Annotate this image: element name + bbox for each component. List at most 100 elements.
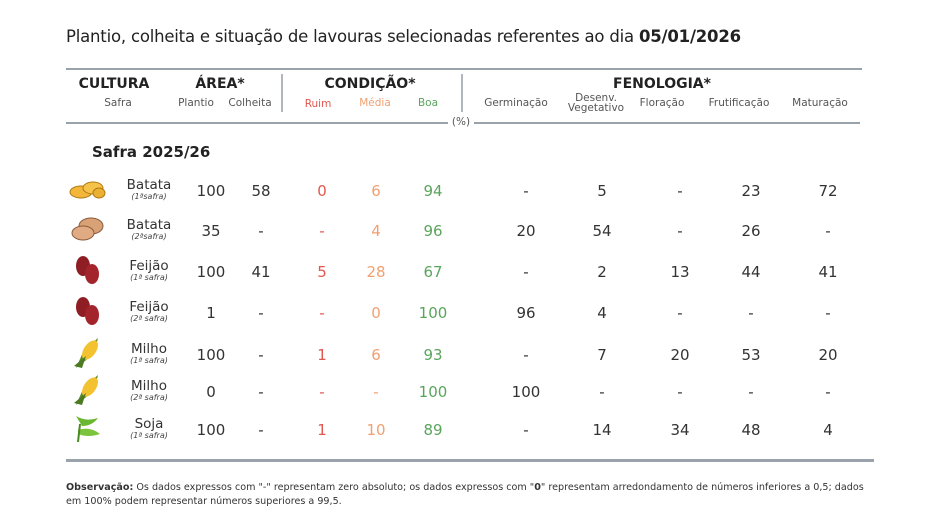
header-ruim: Ruim (304, 98, 332, 110)
header-divider-left (66, 122, 448, 124)
cell-media: - (373, 383, 379, 401)
cell-media: 10 (366, 421, 386, 439)
cell-ruim: - (319, 304, 325, 322)
cell-frutificacao: - (748, 383, 754, 401)
header-divider-right (474, 122, 860, 124)
cell-maturacao: - (825, 304, 831, 322)
cell-desenv: 14 (592, 421, 612, 439)
cell-desenv: 2 (597, 263, 607, 281)
cell-colheita: - (258, 304, 264, 322)
cell-floracao: 20 (670, 346, 690, 364)
cell-media: 28 (366, 263, 386, 281)
header-germinacao: Germinação (484, 97, 548, 109)
cell-plantio: 0 (206, 383, 216, 401)
cell-maturacao: 72 (818, 182, 838, 200)
header-boa: Boa (417, 97, 439, 109)
crop-safra: (1ªsafra) (131, 192, 167, 201)
header-cultura: CULTURA (78, 76, 150, 92)
bean-icon (73, 254, 103, 290)
cell-media: 6 (371, 346, 381, 364)
note-zero: 0 (534, 482, 541, 493)
header-floracao: Floração (639, 97, 685, 109)
title-date: 05/01/2026 (639, 27, 741, 46)
cell-ruim: 1 (317, 421, 327, 439)
crop-label: Feijão (129, 258, 169, 274)
crop-safra: (1ª safra) (130, 431, 168, 440)
cell-desenv: - (599, 383, 605, 401)
cell-ruim: - (319, 383, 325, 401)
cell-floracao: - (677, 182, 683, 200)
cell-maturacao: 20 (818, 346, 838, 364)
cell-frutificacao: - (748, 304, 754, 322)
column-divider (281, 74, 283, 112)
potato-yellow-icon (69, 177, 107, 205)
page-title: Plantio, colheita e situação de lavouras… (66, 27, 741, 46)
header-area: ÁREA* (195, 76, 245, 92)
header-colheita: Colheita (228, 97, 272, 109)
header-media: Média (359, 97, 391, 109)
crop-label: Feijão (129, 299, 169, 315)
title-text: Plantio, colheita e situação de lavouras… (66, 27, 639, 46)
cell-colheita: 58 (251, 182, 271, 200)
crop-safra: (2ª safra) (130, 393, 168, 402)
cell-plantio: 100 (196, 263, 226, 281)
header-desenv-line2: Vegetativo (567, 102, 625, 114)
cell-germinacao: - (523, 421, 529, 439)
cell-boa: 94 (423, 182, 443, 200)
footnote: Observação: Os dados expressos com "-" r… (66, 481, 866, 509)
cell-maturacao: - (825, 222, 831, 240)
crop-safra: (1ª safra) (130, 273, 168, 282)
cell-media: 6 (371, 182, 381, 200)
cell-desenv: 54 (592, 222, 612, 240)
column-divider (461, 74, 463, 112)
cell-frutificacao: 23 (741, 182, 761, 200)
cell-floracao: 13 (670, 263, 690, 281)
crop-label: Batata (126, 177, 172, 193)
cell-colheita: 41 (251, 263, 271, 281)
cell-floracao: - (677, 304, 683, 322)
crop-name: Feijão (1ª safra) (129, 258, 169, 284)
cell-desenv: 4 (597, 304, 607, 322)
header-condicao: CONDIÇÃO* (324, 76, 416, 92)
cell-boa: 89 (423, 421, 443, 439)
cell-germinacao: - (523, 346, 529, 364)
cell-boa: 100 (418, 304, 448, 322)
header-fenologia: FENOLOGIA* (613, 76, 711, 92)
cell-colheita: - (258, 421, 264, 439)
note-text: " representam arredondamento de números … (66, 482, 864, 507)
header-desenv-line1: Desenv. (575, 92, 617, 104)
cell-germinacao: 96 (516, 304, 536, 322)
cell-plantio: 35 (201, 222, 221, 240)
cell-frutificacao: 53 (741, 346, 761, 364)
cell-maturacao: 41 (818, 263, 838, 281)
cell-ruim: - (319, 222, 325, 240)
note-text: Os dados expressos com "-" representam z… (133, 482, 535, 493)
corn-icon (72, 336, 104, 374)
cell-frutificacao: 26 (741, 222, 761, 240)
crop-name: Feijão (2ª safra) (129, 299, 169, 325)
section-title: Safra 2025/26 (92, 143, 211, 161)
crop-name: Batata (2ªsafra) (127, 218, 172, 243)
header-safra: Safra (104, 97, 132, 109)
bean-icon (73, 295, 103, 331)
crop-label: Milho (131, 341, 167, 357)
crop-name: Soja (1ª safra) (130, 416, 168, 442)
crop-safra: (2ªsafra) (131, 232, 167, 241)
cell-boa: 96 (423, 222, 443, 240)
cell-maturacao: 4 (823, 421, 833, 439)
cell-germinacao: - (523, 263, 529, 281)
header-plantio: Plantio (178, 97, 214, 109)
cell-plantio: 100 (196, 182, 226, 200)
crop-safra: (2ª safra) (130, 314, 168, 323)
crop-label: Soja (134, 416, 164, 432)
cell-ruim: 0 (317, 182, 327, 200)
bottom-divider (66, 459, 874, 462)
header-maturacao: Maturação (792, 97, 848, 109)
soybean-icon (72, 412, 104, 448)
potato-brown-icon (70, 216, 106, 246)
cell-boa: 100 (418, 383, 448, 401)
crop-name: Batata (1ªsafra) (126, 177, 172, 203)
corn-icon (72, 373, 104, 411)
crop-safra: (1ª safra) (130, 356, 168, 365)
cell-media: 4 (371, 222, 381, 240)
